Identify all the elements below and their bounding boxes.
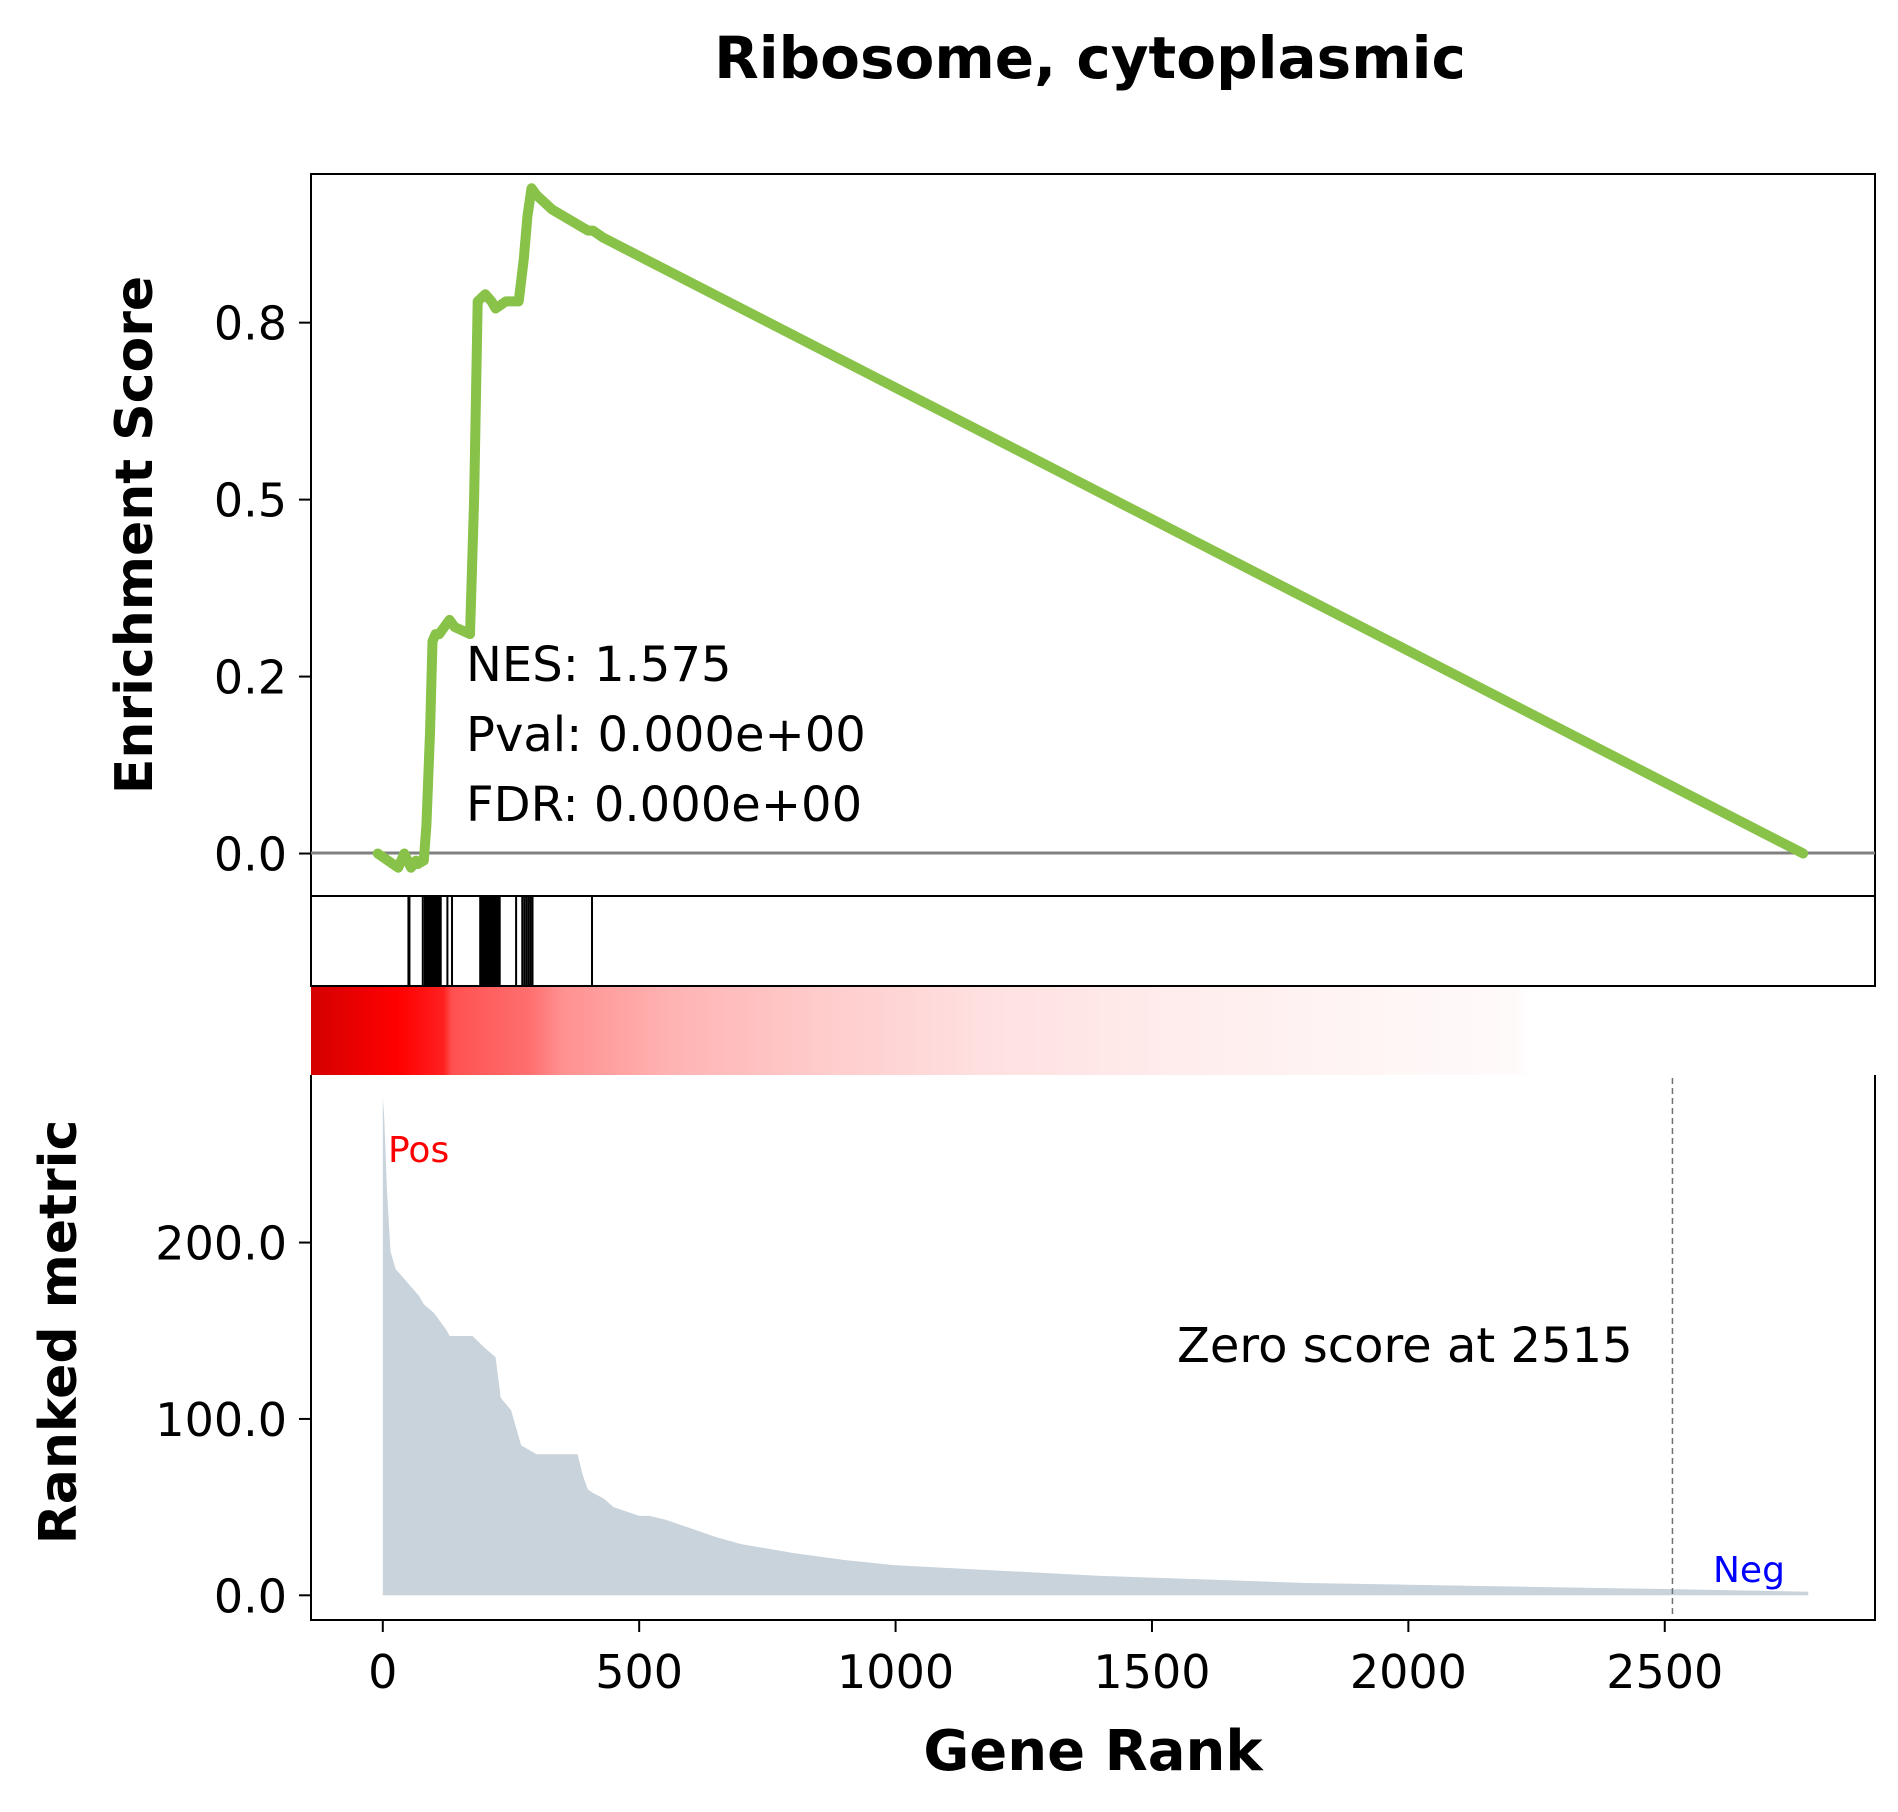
ranked-metric-panel: Pos Neg Zero score at 2515 0.0 100.0 200.0… (29, 1075, 1876, 1623)
ranked-ylabel: Ranked metric (29, 1120, 89, 1545)
x-tick-label: 2500 (1606, 1645, 1723, 1699)
gene-hit-lines (407, 897, 594, 985)
hits-panel (310, 895, 1876, 987)
x-tick-label: 1500 (1093, 1645, 1210, 1699)
fdr-label: FDR: 0.000e+00 (466, 777, 862, 833)
neg-label: Neg (1713, 1550, 1785, 1591)
x-axis-ticks: 0 500 1000 1500 2000 2500 (368, 1620, 1723, 1699)
running-enrichment-score-line (372, 183, 1809, 873)
chart-title: Ribosome, cytoplasmic (714, 24, 1466, 92)
es-y-tick-label: 0.8 (214, 297, 287, 351)
ranked-y-ticks: 0.0 100.0 200.0 (155, 1217, 311, 1623)
zero-score-annotation: Zero score at 2515 (1177, 1318, 1633, 1374)
ranked-metric-area (382, 1096, 1809, 1596)
es-y-tick-label: 0.0 (214, 828, 287, 882)
x-tick-label: 1000 (837, 1645, 954, 1699)
enrichment-ylabel: Enrichment Score (105, 276, 165, 794)
x-tick-label: 2000 (1350, 1645, 1467, 1699)
pos-label: Pos (388, 1130, 449, 1171)
nes-label: NES: 1.575 (466, 637, 732, 693)
es-y-tick-label: 0.2 (214, 651, 287, 705)
ranked-y-tick-label: 100.0 (155, 1393, 287, 1447)
enrichment-y-ticks: 0.0 0.2 0.5 0.8 (214, 297, 311, 882)
ranked-y-tick-label: 0.0 (214, 1569, 287, 1623)
hits-panel-frame (310, 895, 1876, 987)
pval-label: Pval: 0.000e+00 (466, 707, 866, 763)
x-axis-label: Gene Rank (923, 1719, 1264, 1784)
ranked-y-tick-label: 200.0 (155, 1217, 287, 1271)
es-y-tick-label: 0.5 (214, 474, 287, 528)
rank-heatmap-strip (311, 986, 1875, 1075)
ranked-panel-frame (310, 1075, 1876, 1621)
enrichment-panel: 0.0 0.2 0.5 0.8 Enrichment Score NES: 1.575… (105, 173, 1876, 897)
x-tick-label: 0 (368, 1645, 397, 1699)
x-tick-label: 500 (595, 1645, 683, 1699)
